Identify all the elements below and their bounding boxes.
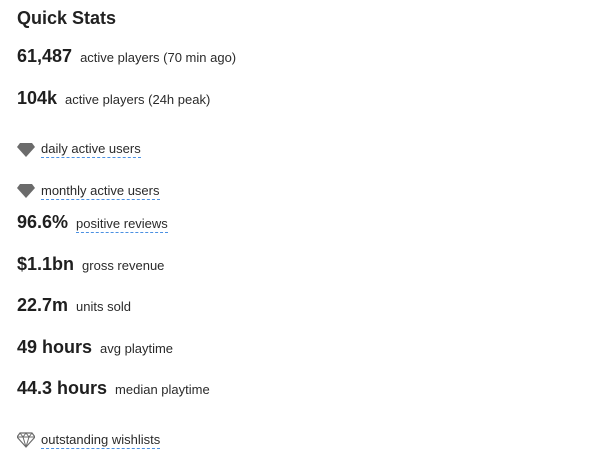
panel-title: Quick Stats [17, 6, 599, 34]
positive-reviews-link[interactable]: positive reviews [76, 216, 168, 233]
stat-median-playtime: 44.3 hours median playtime [17, 378, 599, 420]
filled-gem-icon [17, 183, 35, 199]
stat-value: $1.1bn [17, 254, 74, 275]
stat-avg-playtime: 49 hours avg playtime [17, 337, 599, 379]
stat-value: 22.7m [17, 295, 68, 316]
stat-label: median playtime [115, 382, 210, 397]
outstanding-wishlists-link[interactable]: outstanding wishlists [41, 432, 160, 449]
daily-active-users-link[interactable]: daily active users [41, 141, 141, 158]
stat-label: avg playtime [100, 341, 173, 356]
outline-gem-icon [17, 432, 35, 448]
stat-gross-revenue: $1.1bn gross revenue [17, 254, 599, 296]
stat-outstanding-wishlists[interactable]: outstanding wishlists [17, 420, 599, 457]
stat-label: gross revenue [82, 258, 164, 273]
stat-units-sold: 22.7m units sold [17, 295, 599, 337]
stat-value: 49 hours [17, 337, 92, 358]
stat-value: 44.3 hours [17, 378, 107, 399]
stat-value: 61,487 [17, 46, 72, 67]
stat-label: units sold [76, 299, 131, 314]
stats-list: 61,487 active players (70 min ago) 104k … [17, 46, 599, 457]
stat-active-players-peak: 104k active players (24h peak) [17, 88, 599, 130]
monthly-active-users-link[interactable]: monthly active users [41, 183, 160, 200]
stat-active-players-recent: 61,487 active players (70 min ago) [17, 46, 599, 88]
filled-gem-icon [17, 142, 35, 158]
stat-daily-active-users[interactable]: daily active users [17, 129, 599, 171]
stat-positive-reviews: 96.6% positive reviews [17, 212, 599, 254]
stat-label: active players (70 min ago) [80, 50, 236, 65]
stat-value: 104k [17, 88, 57, 109]
stat-label: active players (24h peak) [65, 92, 210, 107]
stat-monthly-active-users[interactable]: monthly active users [17, 171, 599, 213]
stat-value: 96.6% [17, 212, 68, 233]
